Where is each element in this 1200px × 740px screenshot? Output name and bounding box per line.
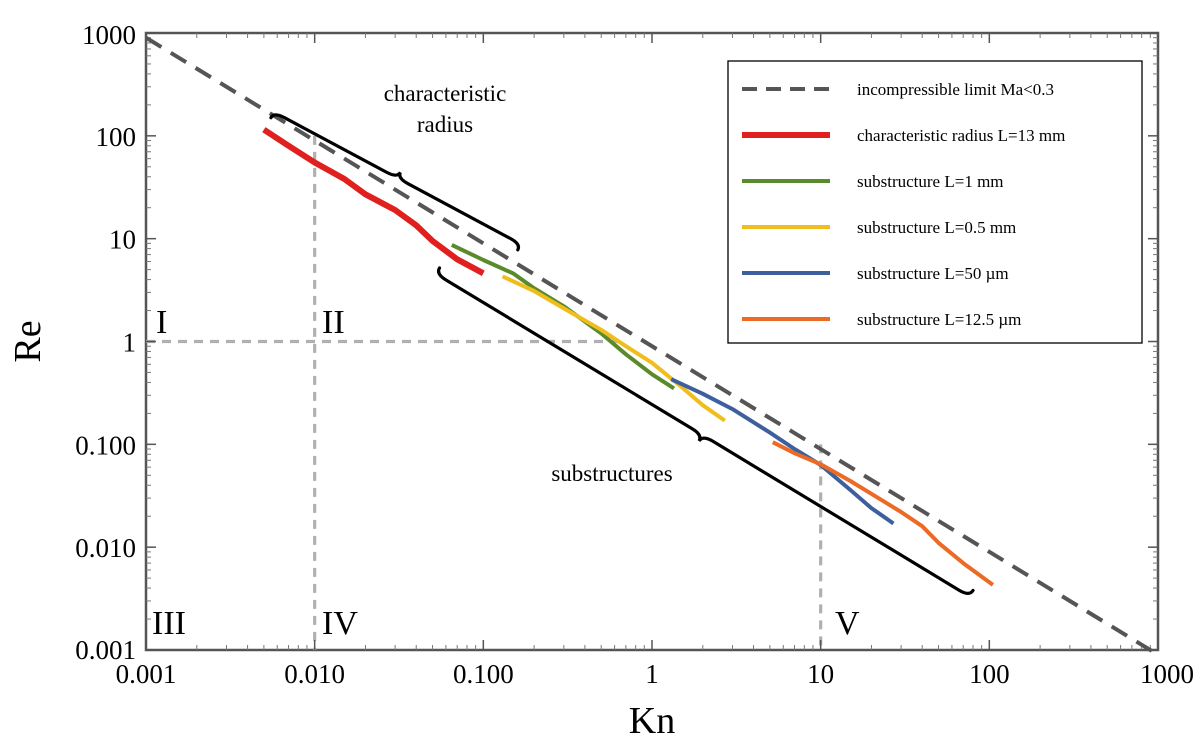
y-tick-label: 0.100 <box>75 430 136 460</box>
x-tick-label: 100 <box>969 659 1010 689</box>
region-label-V: V <box>835 605 860 642</box>
legend-box <box>727 60 1143 344</box>
characteristic-radius-brace <box>269 113 521 252</box>
annotation-line: substructures <box>551 461 672 486</box>
y-tick-label: 0.001 <box>75 635 136 665</box>
axis-tick-labels: 0.001 0.010 0.100 1 10 100 1000 0.001 0.010 0.100… <box>75 20 1194 689</box>
region-label-IV: IV <box>322 605 358 642</box>
x-tick-label: 1 <box>645 659 659 689</box>
x-tick-label: 0.100 <box>453 659 514 689</box>
annotation-line: characteristic <box>384 81 507 106</box>
series-line-3 <box>501 274 726 423</box>
region-label-III: III <box>152 605 186 642</box>
annotations: characteristic radius substructures <box>384 81 673 486</box>
dashed-gridlines <box>146 135 823 650</box>
legend-label-4: substructure L=50 µm <box>857 264 1009 283</box>
data-series <box>144 35 1160 657</box>
x-tick-label: 0.001 <box>116 659 177 689</box>
x-axis-title: Kn <box>629 700 675 740</box>
annotation-line: radius <box>417 112 473 137</box>
legend-label-3: substructure L=0.5 mm <box>857 218 1016 237</box>
legend-label-1: characteristic radius L=13 mm <box>857 126 1065 145</box>
x-tick-label: 0.010 <box>284 659 345 689</box>
y-tick-label: 10 <box>109 225 136 255</box>
y-tick-label: 1000 <box>82 20 136 50</box>
region-label-I: I <box>156 304 167 341</box>
annotation-braces <box>269 113 975 595</box>
series-line-5 <box>771 440 995 587</box>
legend-label-5: substructure L=12.5 µm <box>857 310 1021 329</box>
legend: incompressible limit Ma<0.3 characteristi… <box>727 60 1143 344</box>
annotation-0: characteristic radius <box>384 81 507 137</box>
legend-label-0: incompressible limit Ma<0.3 <box>857 80 1054 99</box>
y-tick-label: 1 <box>123 328 137 358</box>
substructures-brace <box>436 266 975 595</box>
region-label-II: II <box>322 304 345 341</box>
series-line-0 <box>144 35 1160 657</box>
axis-ticks <box>145 32 1159 651</box>
y-axis-title: Re <box>7 320 49 362</box>
annotation-1: substructures <box>551 461 672 486</box>
x-tick-label: 10 <box>807 659 834 689</box>
legend-label-2: substructure L=1 mm <box>857 172 1004 191</box>
y-tick-label: 0.010 <box>75 533 136 563</box>
x-tick-label: 1000 <box>1140 659 1194 689</box>
y-tick-label: 100 <box>96 122 137 152</box>
series-line-4 <box>670 377 895 526</box>
series-line-1 <box>262 127 485 276</box>
